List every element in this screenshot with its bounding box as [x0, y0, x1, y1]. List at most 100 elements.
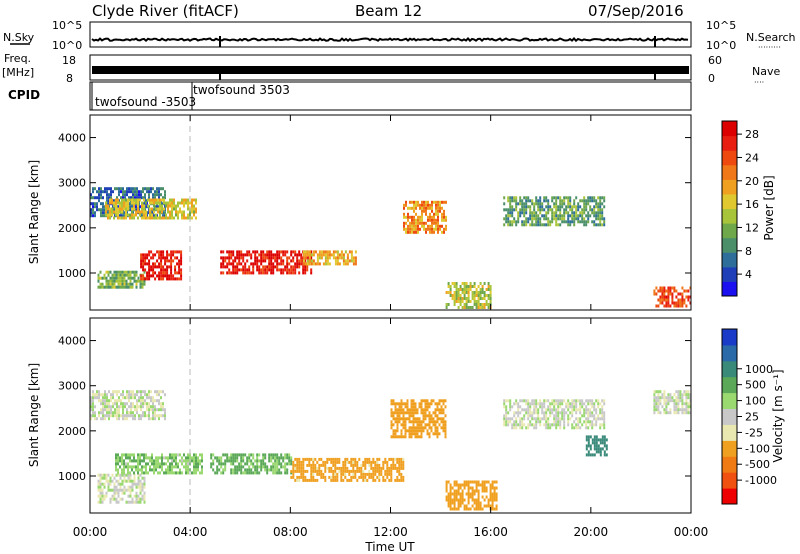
- heatmap-cell-2: [99, 285, 102, 289]
- heatmap-cell-6: [493, 492, 496, 496]
- heatmap-cell-4: [292, 256, 295, 260]
- heatmap-cell-0: [162, 390, 164, 394]
- heatmap-cell-3: [160, 262, 163, 266]
- heatmap-cell-1: [143, 479, 146, 483]
- heatmap-cell-3: [216, 471, 219, 475]
- heatmap-cell-2: [117, 276, 120, 280]
- heatmap-cell-3: [162, 256, 165, 260]
- heatmap-cell-5: [316, 253, 319, 257]
- heatmap-cell-0: [92, 187, 94, 191]
- heatmap-cell-3: [250, 471, 253, 475]
- heatmap-cell-3: [174, 271, 177, 275]
- heatmap-cell-1: [159, 210, 161, 214]
- heatmap-cell-0: [130, 196, 132, 200]
- heatmap-cell-8: [555, 205, 558, 209]
- heatmap-cell-3: [232, 453, 235, 457]
- heatmap-cell-6: [467, 480, 470, 484]
- heatmap-cell-1: [133, 482, 136, 486]
- heatmap-cell-4: [348, 469, 351, 473]
- heatmap-cell-7: [453, 294, 456, 297]
- heatmap-cell-3: [170, 277, 173, 281]
- heatmap-cell-7: [545, 408, 548, 412]
- heatmap-cell-8: [599, 208, 602, 212]
- heatmap-cell-3: [238, 465, 241, 469]
- heatmap-cell-4: [390, 469, 393, 473]
- heatmap-cell-0: [164, 211, 166, 215]
- heatmap-cell-6: [479, 501, 482, 505]
- heatmap-cell-0: [116, 405, 118, 409]
- heatmap-cell-0: [154, 411, 156, 415]
- colorbar-tick-label: 12: [745, 221, 759, 234]
- heatmap-cell-3: [174, 265, 177, 269]
- heatmap-cell-2: [195, 453, 197, 457]
- heatmap-cell-1: [119, 207, 121, 211]
- heatmap-cell-0: [98, 193, 100, 197]
- heatmap-cell-9: [683, 301, 686, 305]
- heatmap-cell-4: [384, 460, 387, 464]
- heatmap-cell-2: [125, 453, 127, 457]
- heatmap-cell-6: [427, 206, 429, 210]
- heatmap-cell-4: [338, 469, 341, 473]
- heatmap-cell-1: [137, 473, 140, 477]
- heatmap-cell-3: [272, 468, 275, 472]
- heatmap-cell-0: [98, 399, 100, 403]
- heatmap-cell-4: [280, 250, 283, 254]
- heatmap-cell-5: [410, 414, 413, 418]
- heatmap-cell-1: [115, 497, 118, 501]
- heatmap-cell-4: [244, 253, 247, 257]
- heatmap-cell-8: [513, 217, 516, 221]
- heatmap-cell-6: [419, 221, 421, 225]
- heatmap-cell-6: [447, 480, 450, 484]
- heatmap-cell-8: [543, 214, 546, 218]
- heatmap-cell-8: [533, 211, 536, 215]
- heatmap-cell-0: [122, 408, 124, 412]
- heatmap-cell-7: [529, 402, 532, 406]
- heatmap-cell-4: [248, 271, 251, 275]
- heatmap-cell-0: [120, 190, 122, 194]
- heatmap-cell-2: [139, 462, 141, 466]
- heatmap-cell-4: [230, 250, 233, 254]
- heatmap-cell-9: [659, 399, 662, 403]
- heatmap-cell-6: [411, 227, 413, 231]
- heatmap-cell-0: [154, 417, 156, 421]
- heatmap-cell-7: [455, 294, 458, 297]
- heatmap-cell-6: [495, 480, 498, 484]
- heatmap-cell-7: [553, 399, 556, 403]
- heatmap-cell-2: [171, 462, 173, 466]
- heatmap-cell-3: [162, 253, 165, 257]
- heatmap-cell-5: [434, 420, 437, 424]
- heatmap-cell-5: [402, 435, 405, 439]
- heatmap-cell-8: [505, 217, 508, 221]
- heatmap-cell-7: [469, 288, 472, 291]
- heatmap-cell-0: [122, 390, 124, 394]
- heatmap-cell-7: [469, 306, 472, 309]
- heatmap-cell-9: [681, 402, 684, 406]
- heatmap-cell-2: [121, 273, 124, 277]
- heatmap-cell-0: [152, 402, 154, 406]
- heatmap-cell-1: [151, 216, 153, 220]
- heatmap-cell-1: [127, 488, 130, 492]
- heatmap-cell-4: [286, 268, 289, 272]
- heatmap-cell-8: [521, 205, 524, 209]
- heatmap-cell-0: [90, 405, 92, 409]
- heatmap-cell-4: [352, 460, 355, 464]
- heatmap-cell-4: [306, 256, 309, 260]
- heatmap-cell-4: [298, 466, 301, 470]
- heatmap-cell-7: [505, 414, 508, 418]
- colorbar-tick-label: 25: [745, 411, 759, 424]
- heatmap-cell-1: [133, 500, 136, 504]
- heatmap-cell-4: [288, 271, 291, 275]
- heatmap-cell-9: [661, 286, 664, 290]
- heatmap-cell-5: [398, 411, 401, 415]
- heatmap-cell-2: [129, 282, 132, 286]
- heatmap-cell-7: [467, 306, 470, 309]
- heatmap-cell-1: [173, 204, 175, 208]
- heatmap-cell-4: [242, 259, 245, 263]
- heatmap-cell-5: [396, 417, 399, 421]
- heatmap-cell-1: [159, 198, 161, 202]
- heatmap-cell-7: [535, 420, 538, 424]
- heatmap-cell-0: [150, 190, 152, 194]
- heatmap-cell-7: [577, 426, 580, 430]
- heatmap-cell-0: [100, 208, 102, 212]
